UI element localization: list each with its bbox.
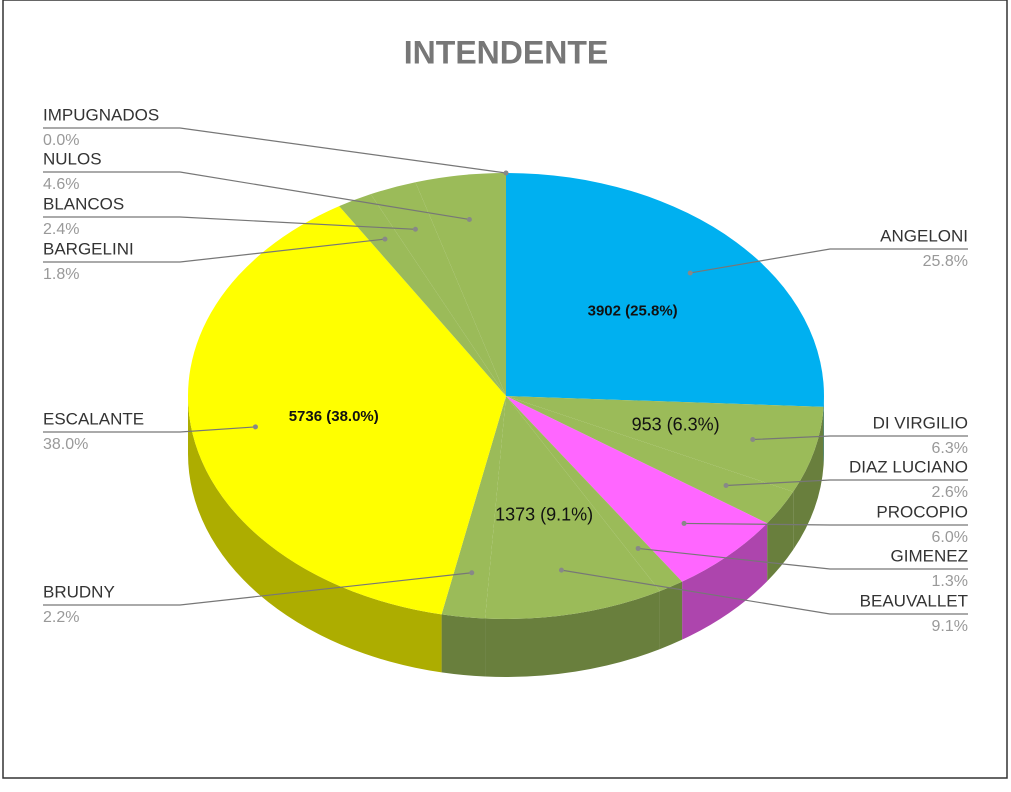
slice-side [441, 614, 486, 677]
leader-line [561, 569, 968, 615]
leader-line [43, 238, 386, 263]
slice-percent: 6.0% [932, 529, 968, 546]
slice-percent: 38.0% [43, 436, 88, 453]
slice-name: BEAUVALLET [860, 591, 968, 610]
slice-side [793, 406, 824, 550]
leader-dot [558, 567, 564, 573]
slice [370, 182, 506, 396]
leader-line [726, 479, 968, 487]
slice-percent: 1.3% [932, 573, 968, 590]
slice-side [682, 523, 768, 640]
slice [506, 173, 824, 407]
slice-name: ESCALANTE [43, 409, 144, 428]
inner-label: 3902 (25.8%) [588, 302, 678, 319]
slice-percent: 2.6% [932, 484, 968, 501]
leader-dot [750, 437, 756, 443]
leader-dot [466, 216, 472, 222]
slice-percent: 25.8% [923, 253, 968, 270]
slice-percent: 9.1% [932, 618, 968, 635]
slice-side [485, 591, 660, 677]
slice [506, 396, 794, 524]
inner-label: 5736 (38.0%) [289, 408, 379, 425]
slice-percent: 4.6% [43, 176, 79, 193]
leader-dot [681, 520, 687, 526]
leader-line [43, 171, 470, 221]
slice-name: DI VIRGILIO [873, 413, 968, 432]
slice [441, 396, 506, 619]
slice-percent: 0.0% [43, 132, 79, 149]
slice-side [659, 581, 683, 650]
slice-side [188, 396, 442, 673]
slice [485, 396, 660, 619]
leader-dot [412, 226, 418, 232]
slice-name: NULOS [43, 149, 102, 168]
slice-side [767, 491, 794, 582]
slice [339, 194, 506, 396]
leader-dot [382, 236, 388, 242]
leader-dot [503, 170, 509, 176]
slice-name: BARGELINI [43, 239, 134, 258]
slice [506, 396, 824, 492]
slice-percent: 6.3% [932, 440, 968, 457]
slice-name: ANGELONI [880, 226, 968, 245]
slice-name: PROCOPIO [876, 502, 968, 521]
inner-label: 953 (6.3%) [632, 415, 720, 435]
leader-line [684, 522, 968, 526]
slice [188, 206, 506, 615]
slice-percent: 2.2% [43, 609, 79, 626]
leader-dot [635, 545, 641, 551]
inner-label: 1373 (9.1%) [495, 504, 593, 524]
slice [506, 396, 768, 582]
leader-line [43, 426, 256, 433]
leader-line [43, 127, 507, 174]
slice-name: BRUDNY [43, 582, 115, 601]
slice-name: GIMENEZ [891, 546, 968, 565]
slice-name: BLANCOS [43, 194, 124, 213]
slice-percent: 2.4% [43, 221, 79, 238]
chart-title: INTENDENTE [404, 34, 608, 70]
leader-dot [723, 483, 729, 489]
slice-name: IMPUGNADOS [43, 105, 159, 124]
leader-dot [469, 570, 475, 576]
leader-line [43, 572, 472, 606]
leader-line [638, 547, 968, 570]
slice-percent: 1.8% [43, 266, 79, 283]
leader-line [752, 435, 968, 441]
slice [506, 396, 683, 592]
leader-line [690, 248, 968, 274]
leader-dot [252, 424, 258, 430]
slice [415, 173, 506, 396]
leader-dot [687, 270, 693, 276]
slice-name: DIAZ LUCIANO [849, 457, 968, 476]
leader-line [43, 216, 416, 230]
